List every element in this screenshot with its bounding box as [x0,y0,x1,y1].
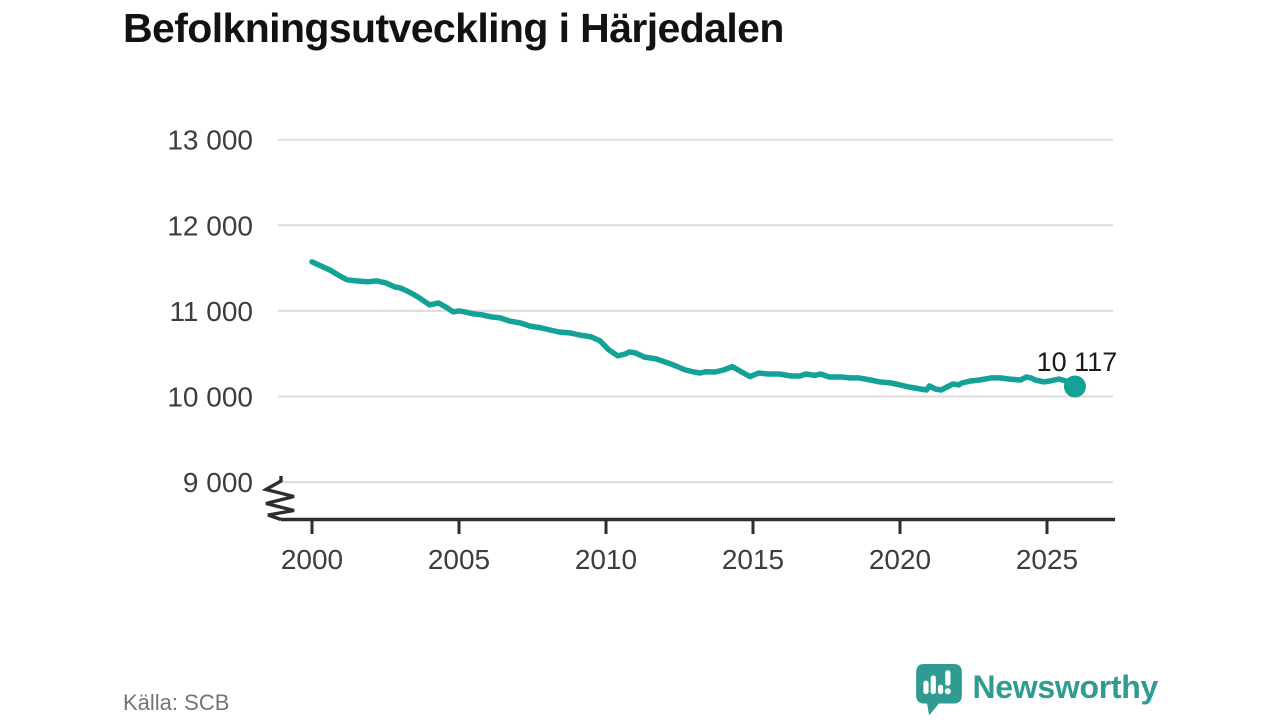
newsworthy-logo-icon [915,664,962,716]
x-tick-label: 2025 [1016,544,1078,575]
x-tick-label: 2005 [428,544,490,575]
end-point-value-label: 10 117 [1037,347,1118,377]
logo-exclamation-bar [944,670,950,686]
x-tick-label: 2010 [575,544,637,575]
x-tick-label: 2015 [722,544,784,575]
logo-bar-2 [930,675,936,695]
logo-exclamation-dot [944,688,951,695]
population-series-line [309,259,1078,393]
y-axis-break-icon [261,476,295,522]
y-tick-label: 9 000 [183,467,253,498]
y-tick-label: 10 000 [167,382,253,413]
x-tick-label: 2020 [869,544,931,575]
y-tick-label: 12 000 [167,210,253,241]
logo-bar-1 [922,680,929,695]
end-point-marker [1063,375,1086,398]
logo-bar-3 [937,684,943,695]
source-note: Källa: SCB [123,690,230,715]
y-tick-label: 13 000 [167,125,253,156]
x-tick-label: 2000 [281,544,343,575]
brand-wordmark: Newsworthy [972,669,1159,705]
newsworthy-brand: Newsworthy [915,663,1159,717]
chart-title: Befolkningsutveckling i Härjedalen [123,5,784,51]
y-tick-label: 11 000 [169,296,253,327]
